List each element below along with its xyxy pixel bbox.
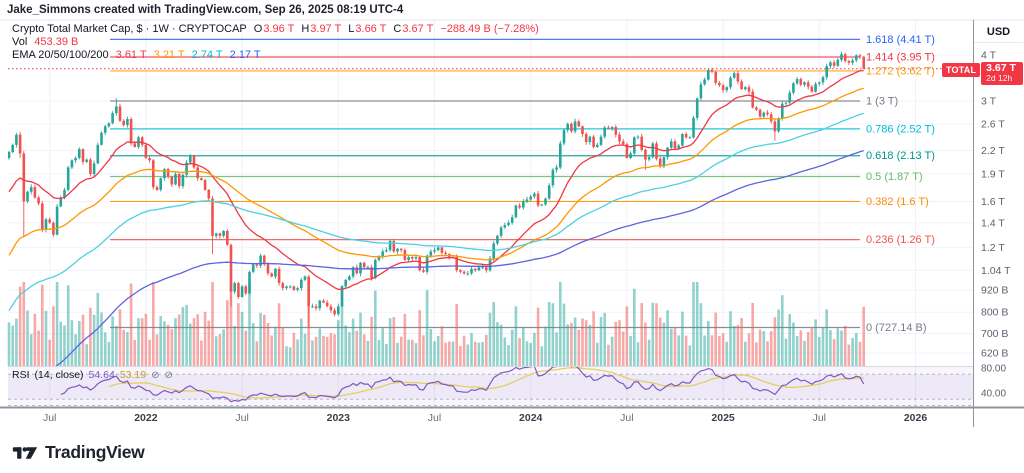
price-tick: 1.6 T [981,196,1005,208]
fib-label: 1.414 (3.95 T) [866,52,935,64]
fib-label: 1.272 (3.62 T) [866,65,935,77]
rsi-band [8,374,973,400]
time-tick: 2022 [134,412,158,424]
price-tick: 700 B [981,328,1008,340]
time-tick: 2026 [904,412,928,424]
fib-label: 0.786 (2.52 T) [866,123,935,135]
rsi-tick: 80.00 [981,364,1006,375]
price-tick: 2.6 T [981,118,1005,130]
time-tick: Jul [428,412,441,424]
price-tick: 620 B [981,347,1008,359]
price-tick: 1.04 T [981,265,1011,277]
time-tick: Jul [43,412,56,424]
fib-label: 0.5 (1.87 T) [866,171,923,183]
time-tick: 2025 [711,412,735,424]
fib-label: 0.618 (2.13 T) [866,150,935,162]
time-tick: Jul [813,412,826,424]
price-tick: 1.2 T [981,242,1005,254]
rsi-pane [8,366,973,406]
fib-label: 0.382 (1.6 T) [866,196,929,208]
rsi-tick: 40.00 [981,389,1006,400]
time-tick: 2024 [519,412,543,424]
volume-bars [7,282,865,366]
price-tick: 2.2 T [981,145,1005,157]
time-tick: Jul [235,412,248,424]
price-tick: 800 B [981,307,1008,319]
price-tick: 920 B [981,284,1008,296]
fib-label: 1.618 (4.41 T) [866,34,935,46]
candlesticks [8,51,865,328]
ema-lines [8,69,864,367]
fib-label: 0.236 (1.26 T) [866,234,935,246]
rsi-pane-background [8,366,973,407]
price-tick: 1.4 T [981,217,1005,229]
price-tick: 3 T [981,95,997,107]
fib-retracement [110,38,860,329]
time-tick: Jul [620,412,633,424]
price-tick: 4 T [981,50,997,62]
fib-label: 1 (3 T) [866,95,898,107]
time-tick: 2023 [327,412,351,424]
fib-label: 0 (727.14 B) [866,322,927,334]
price-tick: 1.9 T [981,168,1005,180]
